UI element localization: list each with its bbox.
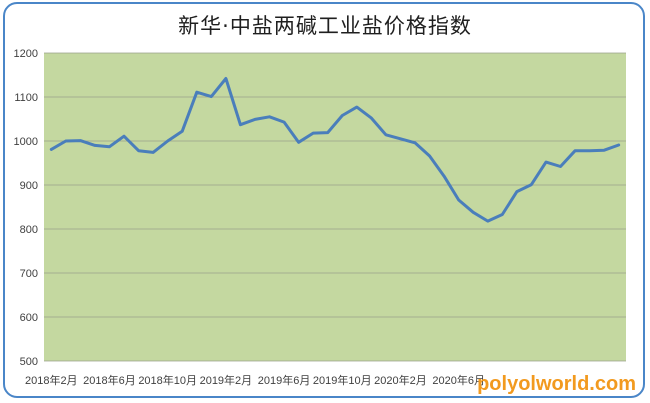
y-tick-label: 600 <box>20 312 38 324</box>
series-group <box>49 77 621 223</box>
data-point <box>413 141 417 144</box>
data-point <box>341 114 344 117</box>
data-point <box>93 144 97 147</box>
data-point <box>50 148 53 151</box>
y-tick-label: 1100 <box>14 92 38 104</box>
data-point <box>239 123 242 126</box>
x-tick-label: 2019年2月 <box>200 373 253 387</box>
data-point <box>297 141 300 144</box>
data-point <box>515 190 519 193</box>
x-tick-label: 2020年2月 <box>374 373 427 387</box>
data-point <box>282 120 286 124</box>
data-point <box>64 139 68 143</box>
data-point <box>268 115 271 119</box>
data-point <box>472 211 475 214</box>
data-point <box>224 77 228 80</box>
chart-title: 新华·中盐两碱工业盐价格指数 <box>178 14 472 38</box>
y-tick-label: 500 <box>20 356 38 368</box>
data-point <box>326 131 329 134</box>
data-point <box>588 149 591 152</box>
y-tick-label: 700 <box>20 268 38 280</box>
data-point <box>137 149 140 152</box>
x-tick-label: 2018年6月 <box>83 373 136 387</box>
data-point <box>122 134 126 138</box>
data-point <box>108 145 111 148</box>
x-tick-label: 2019年10月 <box>313 373 372 387</box>
data-point <box>501 213 504 216</box>
data-point <box>399 137 402 140</box>
data-point <box>486 219 489 223</box>
data-point <box>253 118 257 121</box>
data-point <box>151 151 155 154</box>
data-point <box>195 90 198 94</box>
x-tick-label: 2018年2月 <box>25 373 78 387</box>
data-point <box>210 95 213 98</box>
data-point <box>311 131 315 135</box>
data-point <box>457 198 460 202</box>
x-tick-label: 2019年6月 <box>258 373 311 387</box>
data-point <box>355 105 359 109</box>
data-point <box>166 139 169 143</box>
y-tick-label: 1200 <box>14 48 38 60</box>
y-tick-label: 800 <box>20 224 38 236</box>
watermark-logo: polyolworld.com <box>477 373 636 395</box>
gridlines <box>44 52 626 362</box>
data-point <box>181 130 184 133</box>
data-point <box>79 139 82 142</box>
data-point <box>370 116 373 120</box>
data-point <box>602 149 606 152</box>
data-point <box>428 154 431 158</box>
y-tick-label: 900 <box>20 180 38 192</box>
y-tick-label: 1000 <box>14 136 38 148</box>
data-point <box>544 160 548 164</box>
x-tick-label: 2018年10月 <box>138 373 197 387</box>
data-point <box>617 143 620 147</box>
series-line-price-index <box>49 77 621 223</box>
plot-area <box>44 53 626 361</box>
data-point <box>442 175 446 178</box>
x-tick-label: 2020年6月 <box>432 373 485 387</box>
data-point <box>573 149 577 152</box>
data-point <box>530 183 533 186</box>
data-point <box>559 165 562 168</box>
x-axis: 2018年2月 2018年6月 2018年10月 2019年2月 2019年6月 2019… <box>25 373 485 387</box>
data-point <box>384 133 388 137</box>
y-axis: 500 600 700 800 900 1000 1100 1200 <box>14 48 38 368</box>
